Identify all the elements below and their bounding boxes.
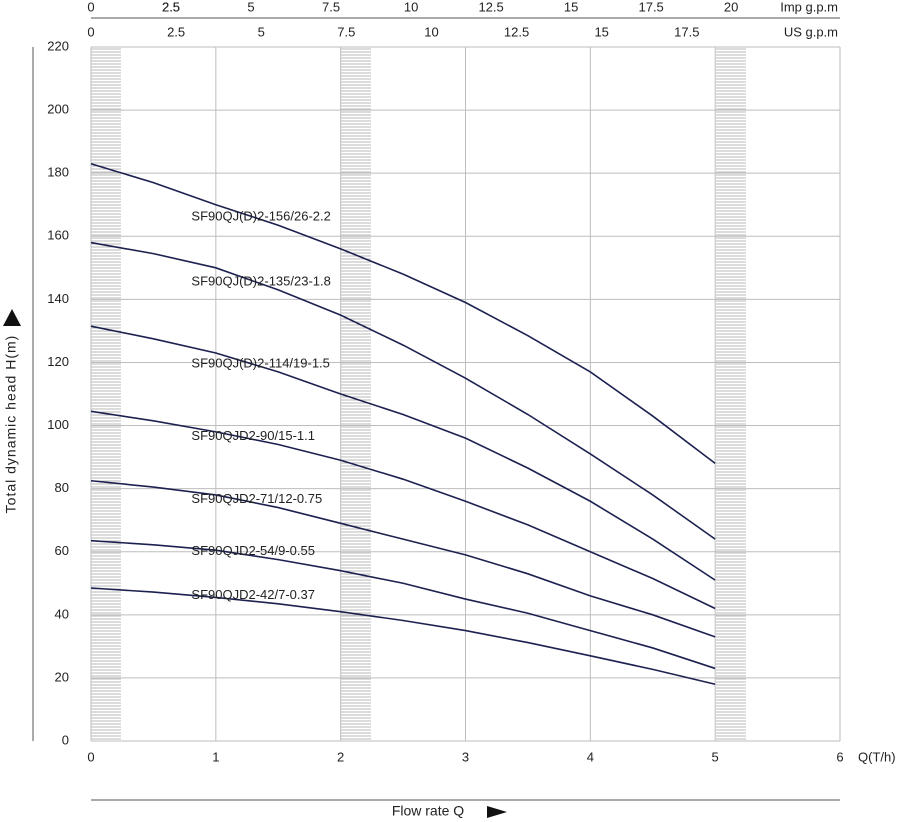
curve [90, 241, 716, 540]
curve-label: SF90QJD2-42/7-0.37 [191, 587, 315, 602]
y-arrow [3, 309, 21, 326]
y-tick-label: 180 [47, 165, 69, 180]
curve [90, 410, 716, 610]
y-tick-label: 220 [47, 38, 69, 53]
curve-label: SF90QJ(D)2-114/19-1.5 [191, 355, 330, 370]
y-tick-label: 140 [47, 291, 69, 306]
curve-label: SF90QJD2-54/9-0.55 [191, 543, 315, 558]
top-tick-label: 2.5 [167, 24, 185, 39]
top-tick-label: 7.5 [337, 24, 355, 39]
top-tick-label: 2.5 [162, 0, 180, 14]
top-tick-label: 7.5 [322, 0, 340, 14]
top-tick-label: 20 [724, 0, 738, 14]
curve-label: SF90QJ(D)2-156/26-2.2 [191, 209, 330, 224]
top-axis-unit: US g.p.m [784, 24, 838, 39]
top-tick-label: 5 [247, 0, 254, 14]
top-tick-label: 17.5 [638, 0, 663, 14]
top-tick-label: 10 [404, 0, 418, 14]
hatch-band [91, 47, 121, 741]
curve [90, 539, 716, 670]
top-axis-unit: Imp g.p.m [780, 0, 838, 14]
x-tick-label: 5 [712, 749, 719, 764]
y-tick-label: 200 [47, 102, 69, 117]
curve-label: SF90QJD2-71/12-0.75 [191, 491, 322, 506]
y-tick-label: 60 [55, 543, 69, 558]
curve-label: SF90QJD2-90/15-1.1 [191, 428, 315, 443]
top-tick-label: 12.5 [478, 0, 503, 14]
curve [90, 325, 716, 581]
x-arrow [487, 806, 507, 818]
top-tick-label: 15 [564, 0, 578, 14]
top-tick-label: 12.5 [504, 24, 529, 39]
x-tick-label: 2 [337, 749, 344, 764]
x-tick-label: 6 [836, 749, 843, 764]
y-tick-label: 80 [55, 480, 69, 495]
x-tick-label: 4 [587, 749, 594, 764]
hatch-band [341, 47, 371, 741]
y-tick-label: 100 [47, 417, 69, 432]
curve-label: SF90QJ(D)2-135/23-1.8 [191, 273, 330, 288]
top-tick-label: 2.5 [162, 0, 180, 14]
x-tick-label: 0 [87, 749, 94, 764]
curve [90, 162, 716, 465]
top-tick-label: 15 [594, 24, 608, 39]
y-tick-label: 160 [47, 228, 69, 243]
curve [90, 479, 716, 638]
top-tick-label: 0 [87, 24, 94, 39]
top-tick-label: 0 [87, 0, 94, 14]
top-tick-label: 10 [424, 24, 438, 39]
hatch-band [716, 47, 746, 741]
curve [90, 587, 716, 685]
y-tick-label: 120 [47, 354, 69, 369]
top-tick-label: 17.5 [674, 24, 699, 39]
x-unit: Q(T/h) [858, 749, 896, 764]
y-tick-label: 0 [62, 732, 69, 747]
y-tick-label: 40 [55, 606, 69, 621]
y-tick-label: 20 [55, 669, 69, 684]
x-axis-title: Flow rate Q [392, 803, 464, 819]
x-tick-label: 3 [462, 749, 469, 764]
x-tick-label: 1 [212, 749, 219, 764]
top-tick-label: 5 [258, 24, 265, 39]
y-axis-title: Total dynamic head H(m) [3, 335, 19, 514]
